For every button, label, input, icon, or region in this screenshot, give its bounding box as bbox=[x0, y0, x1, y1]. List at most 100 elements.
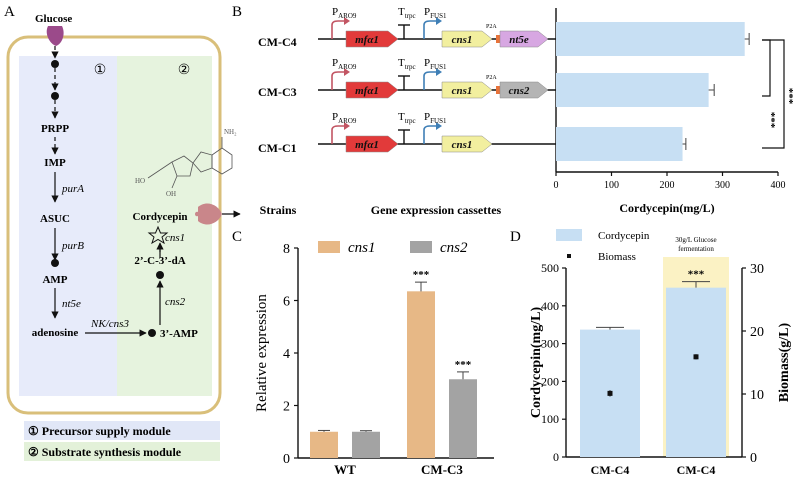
legend-module-2-box bbox=[24, 442, 220, 461]
metabolite-3-amp: 3’-AMP bbox=[160, 328, 198, 340]
legend-label: Cordycepin bbox=[598, 230, 650, 242]
legend-module-2: ② Substrate synthesis module bbox=[28, 445, 182, 459]
promoter-aro9: PARO9 bbox=[331, 6, 357, 39]
gene-cns1: cns1 bbox=[441, 81, 493, 99]
enzyme-pura: purA bbox=[61, 183, 84, 195]
metabolite-imp: IMP bbox=[44, 157, 66, 169]
y-tick-label: 0 bbox=[283, 452, 290, 467]
legend-swatch bbox=[556, 229, 582, 241]
chart-d: 30g/L Glucosefermentation010020030040050… bbox=[529, 229, 792, 477]
cordycepin-structure-icon bbox=[147, 137, 233, 189]
y-tick-label: 0 bbox=[553, 450, 559, 464]
y2-tick-label: 0 bbox=[750, 451, 757, 466]
bar bbox=[556, 22, 745, 56]
panel-c-label: C bbox=[232, 229, 242, 245]
y2-tick-label: 10 bbox=[750, 388, 764, 403]
strain-label: CM-C1 bbox=[258, 141, 297, 155]
terminator-trpc-icon: Ttrpc bbox=[398, 57, 416, 90]
terminator-trpc-label: Ttrpc bbox=[398, 57, 416, 71]
panel-d-label: D bbox=[510, 229, 521, 245]
metabolite-prpp: PRPP bbox=[41, 123, 69, 135]
chart-c: 0 2 4 6 8 Relative expression WT CM-C3 *** *** cns… bbox=[254, 240, 494, 477]
sig-mark: *** bbox=[688, 269, 705, 281]
enzyme-cns2: cns2 bbox=[165, 296, 186, 308]
gene-nt5e: nt5e bbox=[499, 30, 549, 48]
module-2-number: ② bbox=[178, 63, 191, 78]
col-strains-label: Strains bbox=[260, 203, 297, 217]
panel-c: C 0 2 4 6 8 Relative expression WT CM-C3 *** *** c… bbox=[232, 229, 494, 477]
y-tick-label: 4 bbox=[283, 347, 290, 362]
panel-b-label: B bbox=[232, 4, 242, 20]
x-tick-label: 300 bbox=[715, 180, 730, 191]
export-transporter-shape bbox=[198, 203, 222, 225]
promoter-aro9-label: PARO9 bbox=[332, 57, 357, 71]
pathway-node bbox=[148, 329, 156, 337]
sig-bracket-c4-c1 bbox=[762, 39, 771, 97]
col-cassettes-label: Gene expression cassettes bbox=[371, 203, 502, 217]
y2-tick-label: 30 bbox=[750, 262, 764, 277]
glucose-label: Glucose bbox=[35, 13, 72, 25]
glucose-transporter-icon bbox=[46, 26, 64, 46]
x-tick-label: 0 bbox=[554, 180, 559, 191]
promoter-fus1: PFUS1 bbox=[423, 111, 447, 144]
y-axis-title: Cordycepin(mg/L) bbox=[529, 307, 544, 419]
structure-oh-label: OH bbox=[166, 190, 176, 198]
legend-label: cns1 bbox=[348, 240, 376, 256]
y-tick-label: 500 bbox=[541, 261, 559, 275]
promoter-aro9-label: PARO9 bbox=[332, 111, 357, 125]
y-tick-label: 200 bbox=[541, 374, 559, 388]
y-tick-label: 100 bbox=[541, 412, 559, 426]
annotation-line2: fermentation bbox=[678, 245, 714, 253]
gene-cns2-label: cns2 bbox=[509, 85, 530, 97]
y-tick-label: 2 bbox=[283, 400, 290, 415]
terminator-trpc-icon: Ttrpc bbox=[398, 111, 416, 144]
x-axis-title: Cordycepin(mg/L) bbox=[619, 201, 714, 215]
metabolite-2c-3da: 2’-C-3’-dA bbox=[134, 255, 185, 267]
promoter-fus1: PFUS1 bbox=[423, 6, 447, 39]
strain-label: CM-C3 bbox=[258, 85, 297, 99]
gene-mfa1-label: mfα1 bbox=[355, 85, 379, 97]
promoter-fus1: PFUS1 bbox=[423, 57, 447, 90]
gene-mfa1: mfα1 bbox=[345, 135, 399, 153]
y-tick-label: 300 bbox=[541, 337, 559, 351]
gene-mfa1-label: mfα1 bbox=[355, 139, 379, 151]
bar bbox=[310, 431, 338, 458]
panel-b: B CM-C4 CM-C3 CM-C1 Strains Gene express… bbox=[232, 4, 799, 217]
sig-mark: *** bbox=[455, 359, 472, 371]
legend-label: Biomass bbox=[598, 251, 636, 263]
structure-ho-label: HO bbox=[135, 177, 145, 185]
promoter-fus1-label: PFUS1 bbox=[424, 57, 447, 71]
gene-cns2: cns2 bbox=[499, 81, 549, 99]
pathway-node bbox=[51, 92, 59, 100]
metabolite-amp: AMP bbox=[42, 274, 67, 286]
promoter-aro9: PARO9 bbox=[331, 57, 357, 90]
pathway-node bbox=[156, 271, 164, 279]
legend-module-1-box bbox=[24, 421, 220, 440]
gene-mfa1: mfα1 bbox=[345, 30, 399, 48]
sig-mark-inner: *** bbox=[769, 111, 781, 128]
x-tick-label: 100 bbox=[604, 180, 619, 191]
promoter-aro9: PARO9 bbox=[331, 111, 357, 144]
module-1-region bbox=[19, 56, 117, 396]
bar bbox=[556, 127, 683, 161]
strain-label: CM-C4 bbox=[258, 35, 297, 49]
x-tick-label: WT bbox=[334, 462, 356, 477]
structure-nh2-label: NH₂ bbox=[224, 128, 237, 136]
x-tick-label: 400 bbox=[771, 180, 786, 191]
terminator-trpc-label: Ttrpc bbox=[398, 6, 416, 20]
enzyme-purb: purB bbox=[61, 240, 84, 252]
legend-swatch bbox=[410, 241, 432, 253]
terminator-trpc-icon: Ttrpc bbox=[398, 6, 416, 39]
module-2-region bbox=[117, 56, 212, 396]
bar bbox=[407, 291, 435, 458]
promoter-fus1-label: PFUS1 bbox=[424, 111, 447, 125]
x-tick-label: CM-C3 bbox=[421, 462, 463, 477]
gene-nt5e-label: nt5e bbox=[509, 34, 529, 46]
legend-marker bbox=[567, 254, 571, 258]
promoter-fus1-label: PFUS1 bbox=[424, 6, 447, 20]
panel-a: A Glucose ① ② PRPP IMP purA ASUC purB AM… bbox=[4, 4, 241, 461]
y-tick-label: 6 bbox=[283, 295, 290, 310]
legend-module-1: ① Precursor supply module bbox=[28, 424, 171, 438]
bar bbox=[666, 287, 726, 457]
sig-bracket-outer bbox=[762, 39, 785, 149]
